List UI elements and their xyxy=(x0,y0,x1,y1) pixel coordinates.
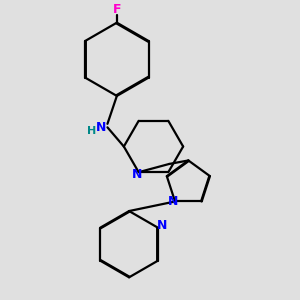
Text: N: N xyxy=(157,219,167,232)
Text: N: N xyxy=(168,195,178,208)
Text: N: N xyxy=(96,121,106,134)
Text: N: N xyxy=(132,169,142,182)
Text: H: H xyxy=(87,126,96,136)
Text: F: F xyxy=(112,3,121,16)
